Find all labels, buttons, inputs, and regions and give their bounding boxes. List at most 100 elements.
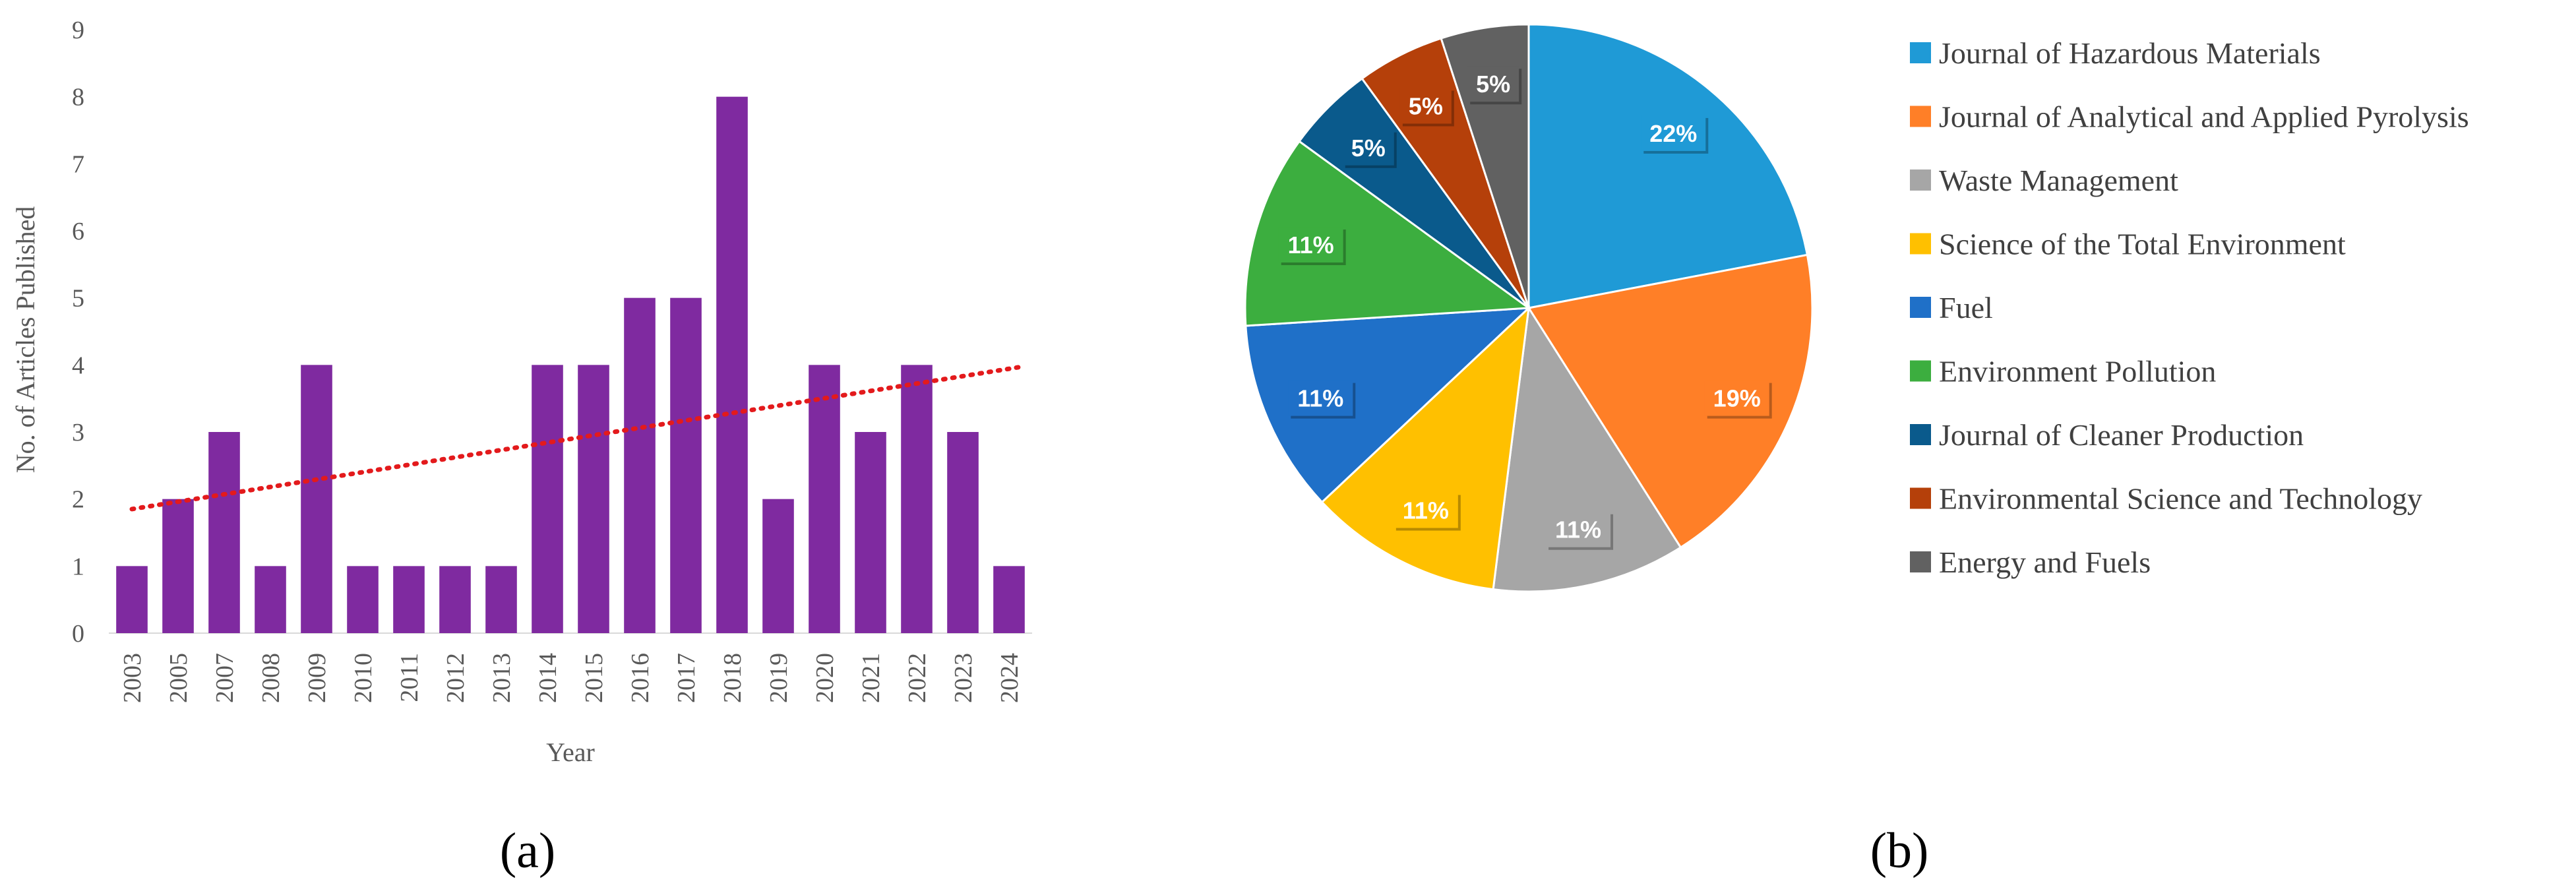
legend-entry: Environmental Science and Technology bbox=[1939, 482, 2422, 516]
bar bbox=[162, 499, 194, 633]
x-tick-label: 2019 bbox=[765, 653, 793, 703]
legend-swatch bbox=[1910, 169, 1931, 191]
pie-slice bbox=[1527, 23, 1809, 309]
bar bbox=[624, 297, 656, 633]
bar bbox=[301, 365, 332, 633]
y-axis-ticks: 0 1 2 3 4 5 6 7 8 9 bbox=[72, 16, 84, 648]
data-label-box bbox=[1393, 492, 1458, 528]
data-label: 19% bbox=[1713, 385, 1761, 412]
bar bbox=[716, 96, 748, 633]
x-tick-label: 2022 bbox=[904, 653, 931, 703]
panel-label-a: (a) bbox=[500, 823, 555, 878]
pie-slice bbox=[1244, 307, 1532, 504]
data-label-box bbox=[1467, 66, 1519, 102]
bar bbox=[255, 566, 286, 633]
panel-label-b: (b) bbox=[1870, 823, 1929, 878]
data-label-box bbox=[1641, 115, 1706, 151]
y-tick-label: 7 bbox=[72, 150, 84, 178]
data-label: 5% bbox=[1351, 135, 1386, 162]
legend-entry: Journal of Analytical and Applied Pyroly… bbox=[1939, 100, 2469, 134]
legend-swatch bbox=[1910, 233, 1931, 255]
data-label-box bbox=[1399, 88, 1452, 124]
pie-slice bbox=[1244, 140, 1532, 327]
bar bbox=[439, 566, 471, 633]
y-tick-label: 1 bbox=[72, 553, 84, 580]
x-tick-label: 2013 bbox=[488, 653, 516, 703]
bar bbox=[947, 432, 979, 633]
bar bbox=[485, 566, 517, 633]
x-tick-label: 2008 bbox=[257, 653, 285, 703]
x-tick-label: 2007 bbox=[211, 653, 239, 703]
bars bbox=[116, 96, 1025, 633]
y-axis-title: No. of Articles Published bbox=[11, 206, 40, 473]
y-tick-label: 8 bbox=[72, 84, 84, 111]
bar bbox=[393, 566, 425, 633]
data-label: 5% bbox=[1476, 71, 1510, 98]
x-tick-label: 2011 bbox=[396, 653, 423, 702]
legend-swatch bbox=[1910, 360, 1931, 382]
legend-swatch bbox=[1910, 551, 1931, 572]
data-label-box bbox=[1704, 380, 1769, 416]
pie-slice bbox=[1320, 305, 1531, 591]
legend-entry: Waste Management bbox=[1939, 164, 2178, 197]
x-tick-label: 2015 bbox=[580, 653, 608, 703]
y-tick-label: 5 bbox=[72, 285, 84, 313]
legend-swatch bbox=[1910, 297, 1931, 318]
x-tick-label: 2010 bbox=[350, 653, 377, 703]
y-tick-label: 3 bbox=[72, 419, 84, 446]
y-tick-label: 6 bbox=[72, 218, 84, 245]
pie-slices bbox=[1244, 23, 1814, 593]
bar bbox=[116, 566, 148, 633]
y-tick-label: 0 bbox=[72, 620, 84, 648]
legend-swatch bbox=[1910, 42, 1931, 63]
pie-chart: 22% 19% 11% 11% 11% 11% 5% 5% 5% Journal of Haza… bbox=[1244, 23, 2469, 878]
bar bbox=[762, 499, 794, 633]
legend-swatch bbox=[1910, 424, 1931, 445]
pie-slice bbox=[1527, 253, 1814, 549]
bar bbox=[347, 566, 379, 633]
x-tick-label: 2021 bbox=[857, 653, 885, 703]
bar bbox=[670, 297, 702, 633]
data-label-box bbox=[1342, 129, 1394, 166]
x-tick-label: 2003 bbox=[119, 653, 146, 703]
bar bbox=[993, 566, 1025, 633]
bar bbox=[578, 365, 609, 633]
data-label: 11% bbox=[1555, 516, 1601, 543]
x-axis-ticks: 2003 2005 2007 2008 2009 2010 2011 2012 2013 2014… bbox=[119, 653, 1024, 703]
x-tick-label: 2014 bbox=[534, 653, 562, 703]
data-label-box bbox=[1546, 511, 1611, 547]
bar bbox=[809, 365, 840, 633]
legend-swatch bbox=[1910, 487, 1931, 509]
bar bbox=[855, 432, 886, 633]
x-tick-label: 2018 bbox=[719, 653, 747, 703]
legend-entry: Science of the Total Environment bbox=[1939, 228, 2346, 261]
legend-entry: Energy and Fuels bbox=[1939, 545, 2151, 579]
data-label: 11% bbox=[1288, 231, 1334, 259]
data-label: 22% bbox=[1649, 120, 1697, 147]
legend-entry: Journal of Hazardous Materials bbox=[1939, 36, 2321, 70]
x-tick-label: 2012 bbox=[442, 653, 470, 703]
y-tick-label: 4 bbox=[72, 352, 84, 379]
bar bbox=[532, 365, 563, 633]
y-tick-label: 2 bbox=[72, 486, 84, 514]
trendline bbox=[129, 363, 1027, 512]
data-label: 5% bbox=[1409, 92, 1443, 119]
legend-entry: Journal of Cleaner Production bbox=[1939, 418, 2304, 452]
x-tick-label: 2016 bbox=[627, 653, 654, 703]
data-label: 11% bbox=[1297, 385, 1343, 412]
x-axis-title: Year bbox=[546, 737, 595, 767]
x-tick-label: 2017 bbox=[673, 653, 700, 703]
legend-entry: Fuel bbox=[1939, 291, 1993, 324]
bar bbox=[208, 432, 240, 633]
x-tick-label: 2020 bbox=[811, 653, 839, 703]
legend-swatch bbox=[1910, 106, 1931, 127]
legend: Journal of Hazardous Materials Journal of… bbox=[1910, 36, 2469, 579]
x-tick-label: 2005 bbox=[165, 653, 193, 703]
x-tick-label: 2024 bbox=[996, 653, 1024, 703]
bar bbox=[901, 365, 933, 633]
data-label-box bbox=[1278, 227, 1343, 263]
y-tick-label: 9 bbox=[72, 16, 84, 44]
x-tick-label: 2009 bbox=[303, 653, 331, 703]
